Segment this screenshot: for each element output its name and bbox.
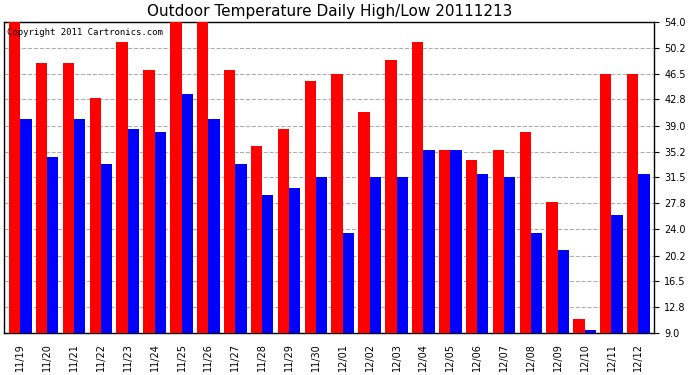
Bar	[531, 233, 542, 333]
Bar	[584, 330, 596, 333]
Bar	[155, 132, 166, 333]
Bar	[493, 150, 504, 333]
Bar	[477, 174, 489, 333]
Bar	[289, 188, 300, 333]
Text: Copyright 2011 Cartronics.com: Copyright 2011 Cartronics.com	[8, 28, 164, 37]
Bar	[63, 63, 74, 333]
Bar	[627, 74, 638, 333]
Bar	[197, 22, 208, 333]
Bar	[412, 42, 424, 333]
Bar	[546, 202, 558, 333]
Bar	[573, 319, 584, 333]
Bar	[224, 70, 235, 333]
Bar	[316, 177, 327, 333]
Bar	[504, 177, 515, 333]
Bar	[611, 216, 623, 333]
Bar	[20, 118, 32, 333]
Bar	[128, 129, 139, 333]
Bar	[343, 233, 354, 333]
Bar	[331, 74, 343, 333]
Title: Outdoor Temperature Daily High/Low 20111213: Outdoor Temperature Daily High/Low 20111…	[147, 4, 512, 19]
Bar	[235, 164, 246, 333]
Bar	[304, 81, 316, 333]
Bar	[520, 132, 531, 333]
Bar	[638, 174, 650, 333]
Bar	[101, 164, 112, 333]
Bar	[558, 250, 569, 333]
Bar	[9, 22, 20, 333]
Bar	[36, 63, 47, 333]
Bar	[181, 94, 193, 333]
Bar	[439, 150, 451, 333]
Bar	[144, 70, 155, 333]
Bar	[600, 74, 611, 333]
Bar	[251, 146, 262, 333]
Bar	[90, 98, 101, 333]
Bar	[370, 177, 381, 333]
Bar	[208, 118, 219, 333]
Bar	[466, 160, 477, 333]
Bar	[117, 42, 128, 333]
Bar	[358, 112, 370, 333]
Bar	[47, 157, 59, 333]
Bar	[262, 195, 273, 333]
Bar	[397, 177, 408, 333]
Bar	[278, 129, 289, 333]
Bar	[74, 118, 86, 333]
Bar	[424, 150, 435, 333]
Bar	[451, 150, 462, 333]
Bar	[385, 60, 397, 333]
Bar	[170, 22, 181, 333]
